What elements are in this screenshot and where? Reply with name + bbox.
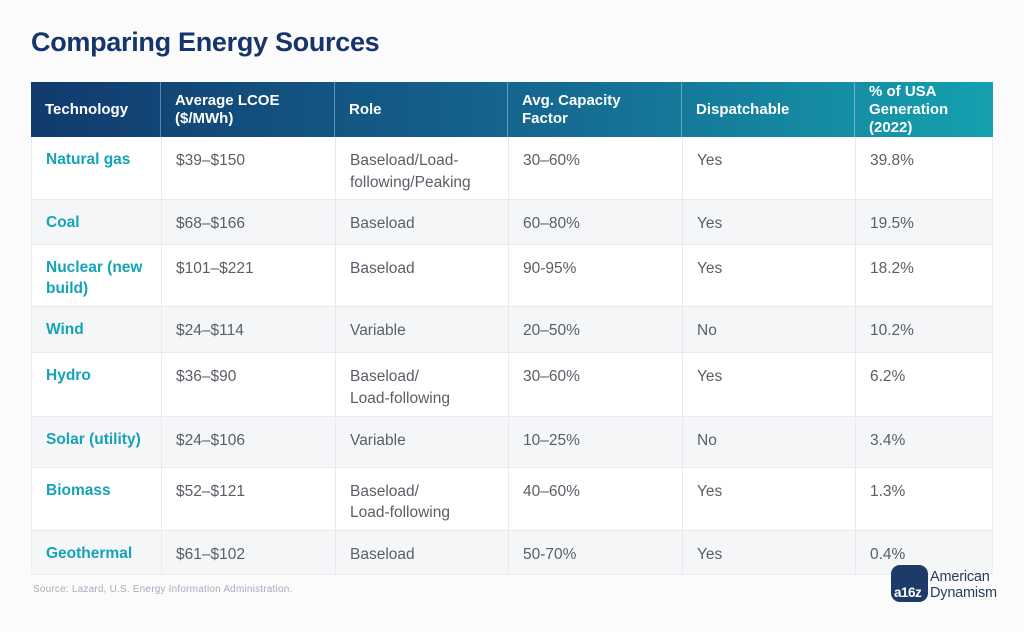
- a16z-logo-text: a16z: [894, 585, 922, 600]
- cell-technology: Geothermal: [32, 530, 162, 574]
- energy-sources-table: Technology Average LCOE ($/MWh) Role Avg…: [31, 82, 993, 575]
- cell-lcoe: $24–$106: [162, 416, 336, 467]
- cell-technology: Wind: [32, 307, 162, 353]
- cell-capacity: 40–60%: [509, 467, 683, 530]
- cell-role: Baseload/Load- following/Peaking: [336, 137, 509, 200]
- cell-share: 3.4%: [870, 431, 906, 449]
- cell-role: Baseload: [336, 200, 509, 245]
- wordmark-line2: Dynamism: [930, 584, 997, 601]
- cell-technology: Nuclear (new build): [32, 245, 162, 307]
- header-dispatchable: Dispatchable: [682, 82, 855, 137]
- cell-capacity: 30–60%: [509, 353, 683, 416]
- cell-capacity: 30–60%: [509, 137, 683, 200]
- cell-share: 1.3%: [870, 482, 906, 500]
- cell-capacity: 50-70%: [509, 530, 683, 574]
- cell-dispatchable: Yes: [683, 530, 856, 574]
- cell-dispatchable: Yes: [683, 137, 856, 200]
- cell-share: 10.2%: [870, 322, 914, 340]
- cell-dispatchable: Yes: [683, 353, 856, 416]
- cell-lcoe: $61–$102: [162, 530, 336, 574]
- table-row-wind: Wind $24–$114 Variable 20–50% No 10.2%: [32, 306, 992, 353]
- cell-lcoe: $36–$90: [162, 353, 336, 416]
- a16z-logo-badge: a16z: [891, 565, 928, 602]
- cell-capacity: 20–50%: [509, 307, 683, 353]
- a16z-american-dynamism-logo: a16z American Dynamism: [891, 565, 997, 602]
- cell-share: 6.2%: [870, 368, 906, 386]
- table-row-nuclear: Nuclear (new build) $101–$221 Baseload 9…: [32, 244, 992, 307]
- table-row-geothermal: Geothermal $61–$102 Baseload 50-70% Yes …: [32, 529, 992, 574]
- header-role: Role: [335, 82, 508, 137]
- cell-role: Variable: [336, 416, 509, 467]
- cell-role: Variable: [336, 307, 509, 353]
- cell-lcoe: $52–$121: [162, 467, 336, 530]
- cell-dispatchable: No: [683, 307, 856, 353]
- cell-dispatchable: Yes: [683, 245, 856, 307]
- cell-lcoe: $24–$114: [162, 307, 336, 353]
- cell-lcoe: $101–$221: [162, 245, 336, 307]
- cell-role: Baseload/ Load-following: [336, 353, 509, 416]
- table-body: Natural gas $39–$150 Baseload/Load- foll…: [31, 137, 993, 575]
- cell-capacity: 10–25%: [509, 416, 683, 467]
- american-dynamism-wordmark: American Dynamism: [930, 569, 997, 601]
- cell-lcoe: $68–$166: [162, 200, 336, 245]
- cell-role: Baseload: [336, 245, 509, 307]
- cell-share: 39.8%: [870, 152, 914, 169]
- table-header-row: Technology Average LCOE ($/MWh) Role Avg…: [31, 82, 993, 137]
- cell-share: 0.4%: [870, 545, 906, 563]
- cell-dispatchable: Yes: [683, 200, 856, 245]
- cell-lcoe: $39–$150: [162, 137, 336, 200]
- header-technology: Technology: [31, 82, 161, 137]
- cell-share: 18.2%: [870, 260, 914, 278]
- cell-technology: Hydro: [32, 353, 162, 416]
- table-row-solar: Solar (utility) $24–$106 Variable 10–25%…: [32, 415, 992, 467]
- header-average-lcoe: Average LCOE ($/MWh): [161, 82, 335, 137]
- cell-dispatchable: Yes: [683, 467, 856, 530]
- source-attribution: Source: Lazard, U.S. Energy Information …: [33, 584, 293, 595]
- table-row-biomass: Biomass $52–$121 Baseload/ Load-followin…: [32, 466, 992, 530]
- cell-technology: Biomass: [32, 467, 162, 530]
- cell-role: Baseload/ Load-following: [336, 467, 509, 530]
- header-usa-generation: % of USA Generation (2022): [869, 82, 949, 136]
- table-row-hydro: Hydro $36–$90 Baseload/ Load-following 3…: [32, 352, 992, 416]
- cell-share: 19.5%: [870, 215, 914, 233]
- page-title: Comparing Energy Sources: [31, 27, 380, 57]
- cell-capacity: 90-95%: [509, 245, 683, 307]
- cell-capacity: 60–80%: [509, 200, 683, 245]
- cell-dispatchable: No: [683, 416, 856, 467]
- cell-technology: Solar (utility): [32, 416, 162, 467]
- header-capacity-factor: Avg. Capacity Factor: [508, 82, 682, 137]
- cell-technology: Coal: [32, 200, 162, 245]
- cell-technology: Natural gas: [32, 137, 162, 200]
- wordmark-line1: American: [930, 568, 990, 585]
- table-row-natural-gas: Natural gas $39–$150 Baseload/Load- foll…: [32, 137, 992, 200]
- table-row-coal: Coal $68–$166 Baseload 60–80% Yes 19.5%: [32, 199, 992, 245]
- cell-role: Baseload: [336, 530, 509, 574]
